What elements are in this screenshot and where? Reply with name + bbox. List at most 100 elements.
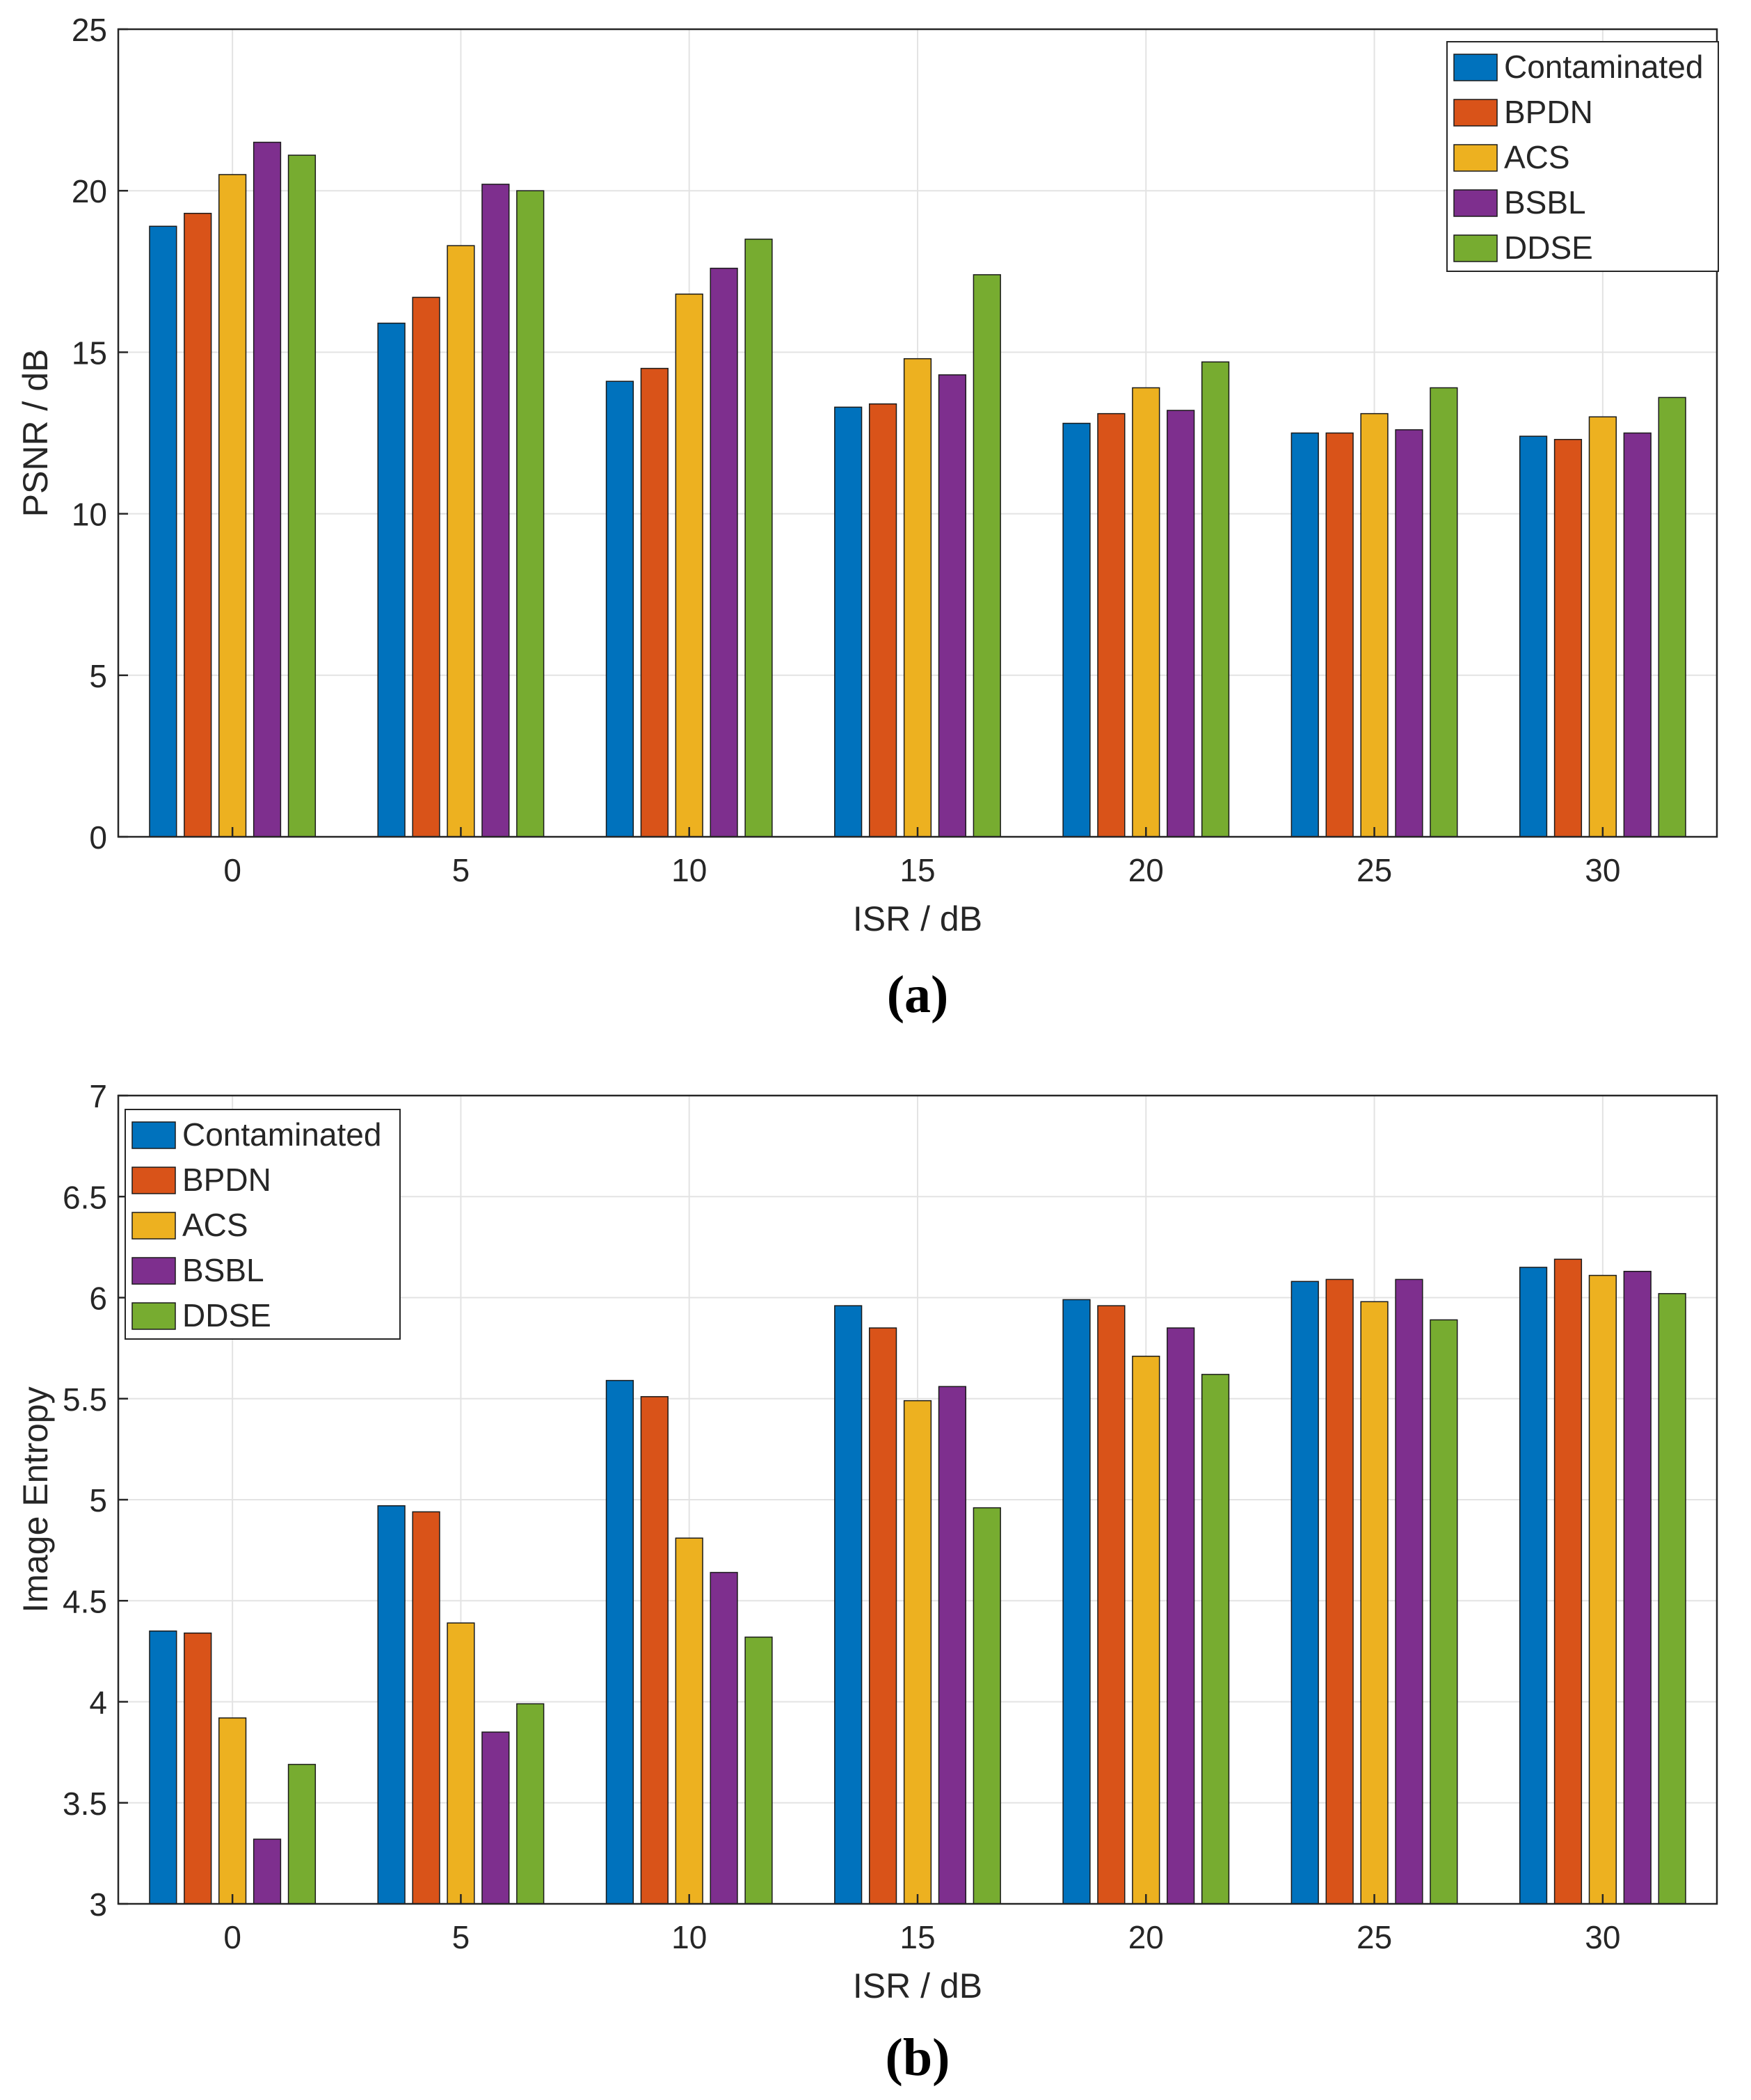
bar-contaminated-5 — [377, 1505, 406, 1905]
bar-bpdn-20 — [1097, 1305, 1126, 1905]
bars-b — [149, 1258, 1686, 1905]
bar-ddse-0 — [287, 1763, 317, 1905]
legend-swatch-acs — [1453, 144, 1498, 172]
bar-contaminated-5 — [377, 322, 406, 837]
legend-b: Contaminated BPDN ACS BSBL DDSE — [125, 1109, 401, 1340]
bar-acs-5 — [447, 1622, 475, 1905]
x-tick-label-b: 5 — [452, 1919, 470, 1955]
x-axis-label-b: ISR / dB — [853, 1966, 982, 2005]
legend-swatch-contaminated — [1453, 54, 1498, 81]
bar-bpdn-10 — [640, 367, 669, 837]
y-tick-label-a: 20 — [72, 173, 107, 209]
bar-acs-15 — [903, 358, 932, 837]
bar-ddse-10 — [744, 1636, 773, 1905]
bar-bpdn-15 — [868, 1327, 897, 1905]
bar-contaminated-30 — [1519, 1267, 1548, 1905]
bar-bsbl-25 — [1395, 429, 1423, 837]
chart-panel-b: 3 3.5 4 4.5 5 5.5 6 6.5 7 0 5 10 15 20 25 30 ISR / dB I… — [16, 1078, 1718, 2087]
legend-swatch-bpdn — [131, 1167, 176, 1194]
bar-ddse-15 — [973, 1507, 1001, 1905]
y-tick-label-b: 5 — [89, 1482, 107, 1518]
bar-ddse-25 — [1430, 1319, 1458, 1905]
y-tick-label-b: 4.5 — [63, 1583, 107, 1619]
bar-acs-25 — [1360, 412, 1389, 837]
legend-swatch-ddse — [1453, 234, 1498, 262]
bar-acs-25 — [1360, 1301, 1389, 1905]
bar-bsbl-5 — [481, 1731, 510, 1905]
bar-bsbl-20 — [1167, 410, 1195, 837]
legend-swatch-acs — [131, 1212, 176, 1240]
bar-contaminated-30 — [1519, 435, 1548, 837]
legend-label-acs: ACS — [1504, 139, 1570, 175]
bar-ddse-25 — [1430, 387, 1458, 837]
bar-acs-0 — [218, 174, 247, 837]
bar-bpdn-15 — [868, 403, 897, 837]
legend-swatch-bsbl — [131, 1257, 176, 1285]
bar-acs-20 — [1132, 1355, 1160, 1905]
legend-label-bpdn: BPDN — [182, 1162, 271, 1198]
legend-swatch-bpdn — [1453, 99, 1498, 127]
legend-label-bsbl: BSBL — [1504, 184, 1586, 221]
y-tick-label-b: 3.5 — [63, 1786, 107, 1822]
bar-bpdn-0 — [184, 1632, 212, 1905]
y-tick-label-a: 0 — [89, 819, 107, 856]
bar-ddse-5 — [516, 1703, 545, 1905]
y-tick-label-b: 3 — [89, 1886, 107, 1923]
y-axis-label-a: PSNR / dB — [16, 349, 55, 518]
legend-label-bpdn: BPDN — [1504, 94, 1593, 130]
x-tick-label-a: 25 — [1357, 852, 1392, 888]
ticks-b: 3 3.5 4 4.5 5 5.5 6 6.5 7 0 5 10 15 20 25 30 — [63, 1078, 1620, 1955]
bar-ddse-10 — [744, 239, 773, 837]
bar-contaminated-20 — [1062, 422, 1091, 837]
bar-bsbl-5 — [481, 184, 510, 837]
x-tick-label-b: 30 — [1585, 1919, 1620, 1955]
y-tick-label-b: 6 — [89, 1281, 107, 1317]
bar-ddse-0 — [287, 154, 317, 837]
bar-bpdn-10 — [640, 1396, 669, 1905]
bar-bsbl-25 — [1395, 1279, 1423, 1905]
bar-acs-30 — [1588, 416, 1617, 837]
y-axis-label-b: Image Entropy — [16, 1386, 55, 1612]
bar-contaminated-0 — [149, 1630, 177, 1905]
bar-bpdn-25 — [1325, 1279, 1354, 1905]
bar-contaminated-20 — [1062, 1299, 1091, 1905]
bar-contaminated-10 — [605, 1379, 634, 1905]
bar-bsbl-15 — [938, 1386, 967, 1905]
bar-bsbl-15 — [938, 374, 967, 837]
legend-label-ddse: DDSE — [182, 1297, 271, 1333]
bar-bpdn-5 — [412, 296, 440, 837]
legend-label-bsbl: BSBL — [182, 1252, 264, 1288]
legend-label-acs: ACS — [182, 1207, 248, 1243]
x-tick-label-a: 30 — [1585, 852, 1620, 888]
bar-bsbl-10 — [710, 267, 738, 837]
bar-acs-30 — [1588, 1274, 1617, 1905]
bar-ddse-20 — [1201, 361, 1230, 837]
x-tick-label-b: 0 — [223, 1919, 241, 1955]
bar-bpdn-20 — [1097, 412, 1126, 837]
legend-a: Contaminated BPDN ACS BSBL DDSE — [1446, 41, 1719, 272]
legend-label-ddse: DDSE — [1504, 230, 1593, 266]
x-tick-label-a: 15 — [900, 852, 935, 888]
panel-label-b: (b) — [886, 2028, 950, 2087]
y-tick-label-b: 5.5 — [63, 1381, 107, 1418]
bar-contaminated-15 — [834, 406, 863, 837]
bar-bpdn-5 — [412, 1511, 440, 1905]
bar-contaminated-10 — [605, 380, 634, 837]
x-axis-label-a: ISR / dB — [853, 899, 982, 938]
bar-bsbl-20 — [1167, 1327, 1195, 1905]
bar-bsbl-10 — [710, 1571, 738, 1905]
bar-bpdn-30 — [1553, 439, 1583, 837]
y-tick-label-b: 7 — [89, 1078, 107, 1114]
bar-bsbl-30 — [1623, 1270, 1652, 1905]
bar-contaminated-25 — [1290, 432, 1319, 837]
y-tick-label-a: 5 — [89, 658, 107, 694]
bar-contaminated-25 — [1290, 1281, 1319, 1905]
x-tick-label-b: 15 — [900, 1919, 935, 1955]
bar-contaminated-0 — [149, 225, 177, 837]
bar-bsbl-30 — [1623, 432, 1652, 837]
bar-bsbl-0 — [253, 141, 282, 837]
x-tick-label-a: 0 — [223, 852, 241, 888]
bar-ddse-15 — [973, 274, 1001, 837]
bars-a — [149, 141, 1686, 837]
